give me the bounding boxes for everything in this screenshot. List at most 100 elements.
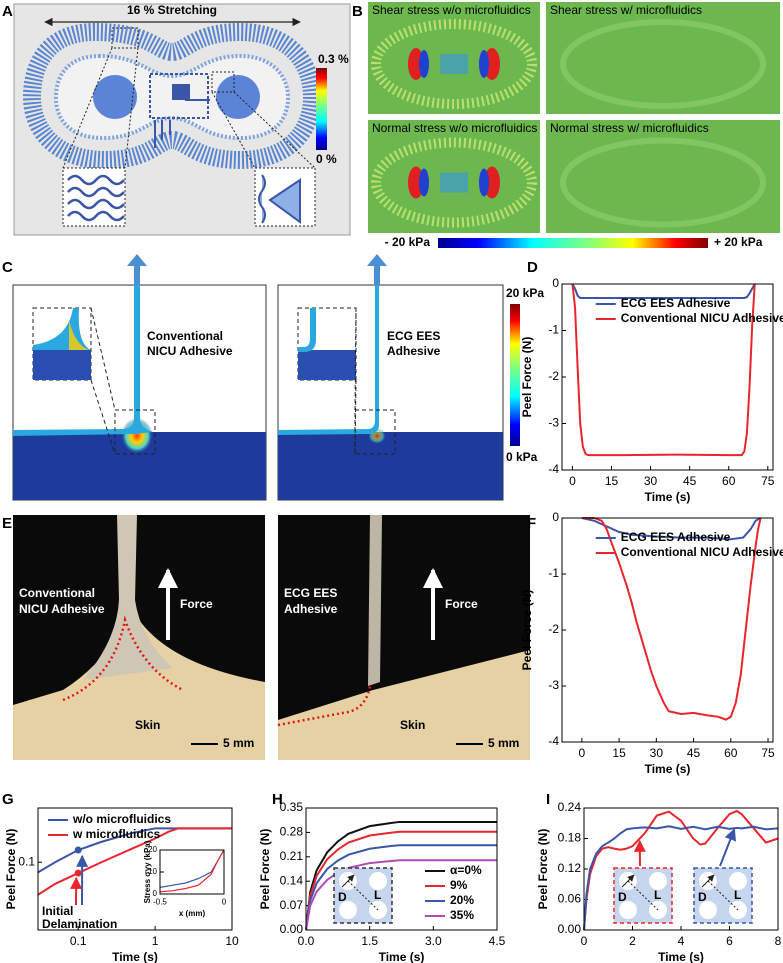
x-tick-label: 15 (605, 474, 619, 488)
y-axis-title: Peel Force (N) (4, 829, 18, 910)
inset-label: L (654, 888, 661, 902)
zoom-substrate (33, 350, 91, 380)
panel-label: C (2, 259, 13, 276)
plot-frame (305, 807, 498, 931)
tile-label: Shear stress w/o microfluidics (372, 3, 531, 17)
pore (699, 901, 717, 919)
y-tick-label: -1 (548, 566, 559, 580)
series-line (583, 809, 779, 931)
photo-label: NICU Adhesive (19, 602, 105, 616)
x-tick-label: 0.0 (298, 934, 315, 948)
tile-label: Normal stress w/ microfluidics (550, 121, 709, 135)
y-axis-title: Stress σyy (kPa) (143, 840, 152, 903)
pull-arrow-head (127, 254, 147, 266)
y-tick-label: -4 (548, 734, 559, 748)
annotation: Delamination (42, 917, 117, 931)
y-tick-label: 0.06 (558, 892, 582, 906)
x-tick-label: 15 (612, 746, 626, 760)
y-axis-title: Peel Force (N) (536, 829, 550, 910)
x-tick-label: 6 (726, 934, 733, 948)
stress-ghost (560, 19, 766, 109)
series-line (571, 283, 756, 457)
legend-label: Conventional NICU Adhesive (621, 545, 783, 559)
zoom-lines (62, 47, 316, 169)
stress-ring (371, 137, 537, 228)
tile-label: Shear stress w/ microfluidics (550, 3, 702, 17)
x-tick-label: 1 (152, 934, 159, 948)
x-axis-title: Time (s) (658, 950, 704, 963)
legend-label: 35% (450, 908, 474, 922)
y-tick-label: 0.24 (558, 800, 582, 814)
colorbar-label: + 20 kPa (714, 235, 763, 249)
x-tick-label: 10 (225, 934, 239, 948)
inset-label: D (618, 890, 627, 904)
legend-label: w/o microfluidics (72, 812, 171, 826)
panel-label: G (2, 791, 14, 808)
legend-label: Conventional NICU Adhesive (621, 311, 783, 325)
legend-label: 9% (450, 878, 468, 892)
colorbar-label: 20 kPa (506, 286, 544, 300)
photo-label: Adhesive (284, 602, 338, 616)
x-tick-label: 4 (678, 934, 685, 948)
plot-frame (159, 849, 225, 895)
legend-label: ECG EES Adhesive (621, 296, 731, 310)
skin (13, 600, 265, 760)
adhesive (13, 285, 153, 436)
pull-arrow-head (367, 254, 387, 266)
skin (278, 650, 530, 760)
force-label: Force (445, 597, 478, 611)
legend-label: α=0% (450, 863, 482, 877)
pore (339, 901, 357, 919)
series-line (583, 825, 779, 931)
y-tick-label: -2 (548, 369, 559, 383)
serpentine-wave (67, 186, 125, 198)
adhesive-strip (368, 515, 382, 686)
x-axis-title: Time (s) (645, 490, 691, 504)
x-tick-label: 45 (683, 474, 697, 488)
force-label: Force (180, 597, 213, 611)
colorbar-label: - 20 kPa (385, 235, 431, 249)
plot-frame (561, 517, 774, 743)
x-tick-label: 30 (644, 474, 658, 488)
plot-area (562, 518, 773, 742)
scale-label: 5 mm (488, 736, 519, 750)
serpentine-outline (22, 22, 322, 170)
y-tick-label: 0 (552, 510, 559, 524)
stress-ring (371, 19, 537, 109)
stress-map (546, 120, 780, 233)
serpentine-wave (258, 174, 301, 224)
zoom-hot (69, 320, 89, 350)
stress-cold (479, 168, 489, 197)
sim-label: ECG EES (387, 329, 440, 343)
pore (729, 872, 747, 890)
x-axis-title: Time (s) (645, 762, 691, 776)
panel-label: F (527, 515, 536, 532)
legend-label: w microfluidics (72, 827, 161, 841)
stress-hot (121, 418, 153, 454)
colorbar (510, 304, 520, 446)
plot-frame (561, 283, 774, 471)
legend-label: ECG EES Adhesive (621, 530, 731, 544)
pore (369, 872, 387, 890)
delamination-line (277, 685, 372, 727)
y-tick-label: 0.00 (558, 922, 582, 936)
pore (649, 872, 667, 890)
x-tick-label: 30 (650, 746, 664, 760)
stress-cold (419, 168, 429, 197)
x-tick-label: 75 (761, 746, 775, 760)
sim-label: Adhesive (387, 344, 441, 358)
scale-label: 5 mm (223, 736, 254, 750)
panel-label: E (2, 515, 12, 532)
inset-label: D (338, 890, 347, 904)
y-tick-label: 0.18 (558, 831, 582, 845)
x-tick-label: 45 (687, 746, 701, 760)
marker (74, 869, 82, 877)
y-tick-label: -4 (548, 462, 559, 476)
annotation: Initial (42, 904, 73, 918)
panel-label: I (546, 791, 550, 808)
y-tick-label: -3 (548, 678, 559, 692)
y-tick-label: 10 (148, 867, 157, 876)
inset-label: L (374, 888, 381, 902)
y-tick-label: 0.21 (280, 849, 304, 863)
